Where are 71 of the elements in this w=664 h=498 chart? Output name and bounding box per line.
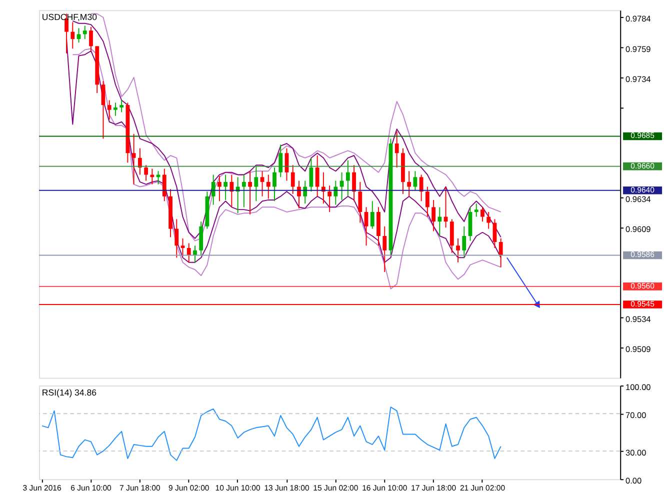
candlestick — [76, 28, 81, 44]
candlestick — [180, 238, 185, 257]
candlestick — [290, 164, 295, 194]
ref-line-label: 0.9640 — [630, 185, 656, 194]
candlestick — [132, 133, 136, 185]
x-tick-label: 6 Jun 10:00 — [70, 483, 112, 492]
candlestick — [407, 170, 412, 197]
candlestick — [334, 180, 338, 206]
x-tick-label: 13 Jun 18:00 — [264, 483, 310, 492]
candlestick — [370, 200, 374, 230]
candlestick — [89, 26, 93, 52]
x-tick-label: 7 Jun 18:00 — [120, 483, 161, 492]
candlestick — [498, 238, 503, 268]
line-series — [42, 406, 502, 461]
candlestick — [114, 102, 118, 116]
chart-title: RSI(14) 34.86 — [42, 387, 97, 398]
ref-line-label: 0.9586 — [630, 250, 654, 260]
candlestick — [162, 168, 166, 202]
candlestick — [438, 206, 442, 236]
candlestick — [70, 22, 75, 50]
candlestick — [211, 174, 216, 206]
candlestick — [303, 180, 308, 204]
x-tick-label: 15 Jun 02:00 — [313, 483, 359, 492]
candlestick — [364, 206, 368, 246]
x-tick-label: 16 Jun 10:00 — [362, 483, 408, 492]
candlestick — [297, 180, 301, 209]
candlestick — [315, 155, 320, 197]
candlestick — [242, 174, 246, 208]
candlestick — [260, 170, 264, 197]
candlestick — [382, 226, 387, 273]
candlestick — [230, 174, 234, 208]
candlestick — [328, 185, 332, 212]
candlestick — [425, 186, 430, 218]
x-tick-label: 17 Jun 18:00 — [411, 483, 457, 492]
x-tick-label: 10 Jun 10:00 — [215, 483, 262, 492]
candlestick — [358, 181, 362, 224]
candlestick — [272, 167, 276, 202]
x-tick-label: 9 Jun 02:00 — [168, 483, 210, 492]
candlestick — [144, 164, 148, 182]
candlestick — [101, 80, 106, 140]
candlestick — [456, 238, 460, 263]
ref-line-label: 0.9545 — [630, 299, 656, 308]
candlestick — [474, 203, 478, 218]
candlestick — [156, 170, 160, 185]
candlestick — [346, 160, 350, 197]
candlestick — [248, 170, 252, 215]
candlestick — [462, 226, 466, 258]
candlestick — [254, 166, 258, 202]
candlestick — [278, 144, 283, 178]
candlestick — [352, 164, 356, 202]
line-series — [72, 48, 502, 290]
ref-line-label: 0.9560 — [630, 281, 656, 290]
candlestick — [138, 148, 142, 176]
candlestick — [120, 100, 124, 113]
ref-line-label: 0.9660 — [630, 161, 656, 170]
candlestick — [266, 174, 270, 200]
candlestick — [480, 206, 484, 222]
candlestick — [486, 211, 491, 230]
x-tick-label: 3 Jun 2016 — [22, 483, 62, 492]
ref-line-label: 0.9685 — [630, 131, 656, 140]
candlestick — [394, 130, 399, 168]
candlestick — [174, 218, 179, 258]
candlestick — [218, 175, 222, 202]
candlestick — [419, 174, 424, 202]
candlestick — [186, 242, 191, 263]
candlestick — [432, 199, 436, 232]
candlestick — [107, 100, 112, 120]
x-tick-label: 21 Jun 02:00 — [460, 483, 506, 492]
candlestick — [150, 168, 154, 185]
candlestick — [224, 174, 228, 200]
candlestick — [82, 25, 87, 40]
